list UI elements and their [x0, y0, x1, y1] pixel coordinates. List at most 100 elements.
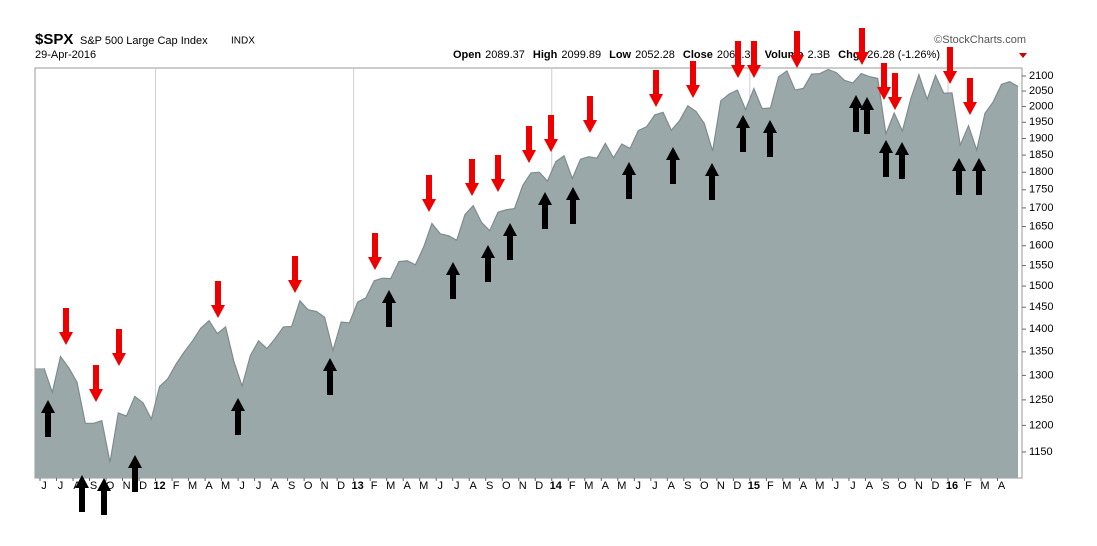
down-arrow	[731, 41, 745, 78]
up-arrow	[231, 398, 245, 435]
up-arrow	[481, 245, 495, 282]
up-arrow	[860, 97, 874, 134]
y-tick-label: 1250	[1029, 394, 1053, 406]
quote-label: High	[533, 49, 558, 61]
x-tick-label: J	[454, 480, 460, 492]
x-tick-label: S	[486, 480, 493, 492]
down-arrow	[943, 47, 957, 84]
up-arrow	[323, 358, 337, 395]
x-tick-label: S	[288, 480, 295, 492]
y-tick-label: 2100	[1029, 70, 1053, 82]
x-tick-label: O	[700, 480, 709, 492]
x-tick-label: F	[173, 480, 180, 492]
quote-label: Close	[683, 49, 713, 61]
x-tick-label: M	[617, 480, 626, 492]
x-tick-label: D	[931, 480, 939, 492]
quote-value: 2099.89	[561, 49, 601, 61]
y-tick-label: 1200	[1029, 419, 1053, 431]
y-tick-label: 1900	[1029, 132, 1053, 144]
x-tick-label: O	[304, 480, 313, 492]
x-tick-label: M	[815, 480, 824, 492]
down-arrow	[112, 329, 126, 366]
up-arrow	[538, 192, 552, 229]
x-tick-label: S	[684, 480, 691, 492]
down-arrow	[963, 78, 977, 115]
x-tick-label: A	[668, 480, 676, 492]
y-tick-label: 1750	[1029, 184, 1053, 196]
up-arrow	[705, 163, 719, 200]
down-arrow	[59, 308, 73, 345]
x-tick-label: A	[470, 480, 478, 492]
x-tick-label: N	[717, 480, 725, 492]
up-arrow	[128, 455, 142, 492]
up-arrow	[972, 158, 986, 195]
y-tick-label: 1950	[1029, 116, 1053, 128]
y-tick-label: 2000	[1029, 100, 1053, 112]
up-arrow	[41, 400, 55, 437]
y-tick-label: 2050	[1029, 85, 1053, 97]
x-tick-label: 12	[153, 480, 165, 492]
x-tick-label: 15	[748, 480, 760, 492]
x-tick-label: S	[882, 480, 889, 492]
x-tick-label: O	[898, 480, 907, 492]
x-tick-label: A	[271, 480, 279, 492]
down-arrow	[888, 73, 902, 110]
y-tick-label: 1650	[1029, 220, 1053, 232]
quote-value: 2052.28	[635, 49, 675, 61]
x-tick-label: F	[569, 480, 576, 492]
x-tick-label: O	[106, 480, 115, 492]
down-arrow	[522, 126, 536, 163]
y-tick-label: 1550	[1029, 259, 1053, 271]
chart-title: $SPX	[35, 31, 73, 48]
down-arrow	[491, 155, 505, 192]
x-tick-label: M	[188, 480, 197, 492]
x-tick-label: 16	[946, 480, 958, 492]
x-tick-label: J	[834, 480, 840, 492]
x-tick-label: J	[850, 480, 856, 492]
x-tick-label: M	[221, 480, 230, 492]
y-tick-label: 1300	[1029, 369, 1053, 381]
down-arrow	[544, 115, 558, 152]
x-tick-label: D	[139, 480, 147, 492]
x-tick-label: N	[123, 480, 131, 492]
up-arrow	[666, 147, 680, 184]
down-arrow	[368, 233, 382, 270]
down-indicator	[1019, 53, 1027, 58]
up-arrow	[879, 140, 893, 177]
up-arrow	[622, 162, 636, 199]
x-tick-label: A	[800, 480, 808, 492]
quote: Open2089.37High2099.89Low2052.28Close206…	[453, 49, 940, 61]
x-tick-label: A	[205, 480, 213, 492]
date: 29-Apr-2016	[35, 49, 96, 61]
up-arrow	[736, 115, 750, 152]
up-arrow	[763, 120, 777, 157]
y-tick-label: 1600	[1029, 240, 1053, 252]
up-arrow	[503, 223, 517, 260]
y-tick-label: 1400	[1029, 323, 1053, 335]
y-tick-label: 1850	[1029, 149, 1053, 161]
x-tick-label: A	[998, 480, 1006, 492]
x-tick-label: M	[980, 480, 989, 492]
down-arrow	[465, 159, 479, 196]
down-arrow	[211, 281, 225, 318]
down-arrow	[747, 41, 761, 78]
x-tick-label: M	[386, 480, 395, 492]
x-tick-label: D	[535, 480, 543, 492]
x-tick-label: J	[636, 480, 642, 492]
quote-value: 2.3B	[808, 49, 831, 61]
line	[43, 68, 1019, 463]
quote-value: 2089.37	[485, 49, 525, 61]
down-arrow	[686, 61, 700, 98]
exchange: INDX	[231, 36, 255, 47]
x-tick-label: 13	[352, 480, 364, 492]
down-arrow	[877, 63, 891, 100]
x-tick-label: F	[767, 480, 774, 492]
down-arrow	[649, 70, 663, 107]
up-arrow	[566, 187, 580, 224]
x-tick-label: M	[782, 480, 791, 492]
up-arrow	[849, 95, 863, 132]
x-tick-label: J	[437, 480, 443, 492]
up-arrow	[952, 158, 966, 195]
